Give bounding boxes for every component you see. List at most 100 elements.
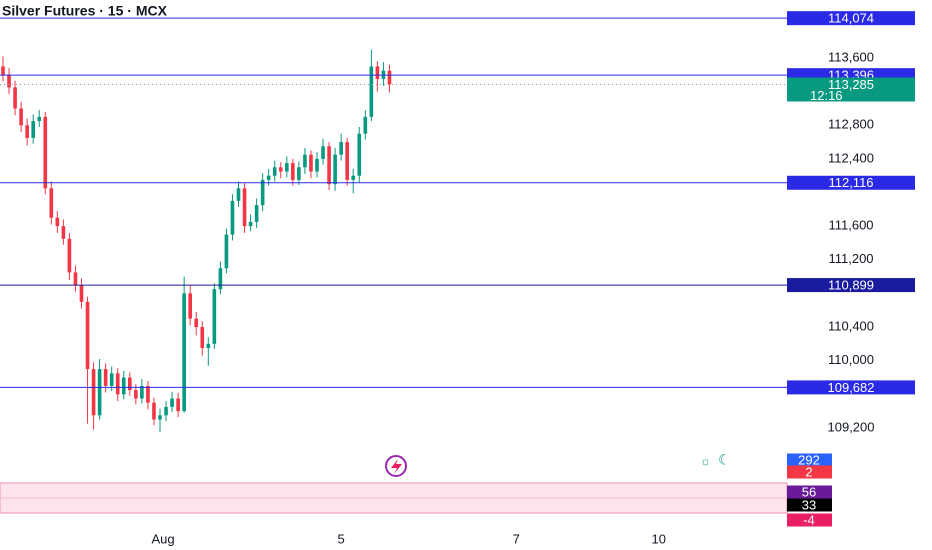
candle-body bbox=[218, 268, 223, 290]
candle-body bbox=[152, 402, 156, 420]
candle-body bbox=[339, 142, 343, 155]
pane-label: 2 bbox=[805, 464, 812, 479]
candle-body bbox=[170, 398, 174, 407]
candle-body bbox=[158, 415, 162, 420]
candle-body bbox=[315, 158, 319, 172]
x-tick-label: 5 bbox=[338, 531, 345, 546]
candle-body bbox=[13, 87, 17, 109]
candle-body bbox=[67, 238, 72, 273]
candle-body bbox=[140, 385, 144, 399]
candle-body bbox=[25, 125, 29, 138]
pane-label: 56 bbox=[802, 484, 816, 499]
logo-icon bbox=[385, 455, 407, 477]
candle-body bbox=[31, 121, 36, 138]
candle-body bbox=[357, 133, 362, 176]
candle-body bbox=[224, 234, 229, 269]
candle-body bbox=[387, 70, 392, 85]
level-label: 109,682 bbox=[828, 380, 875, 395]
y-tick-label: 111,600 bbox=[828, 218, 873, 233]
candle-body bbox=[85, 301, 90, 370]
candle-body bbox=[176, 398, 180, 412]
candle-body bbox=[134, 390, 138, 399]
y-tick-label: 109,200 bbox=[828, 419, 875, 434]
candle-body bbox=[236, 188, 241, 201]
candle-body bbox=[109, 373, 114, 386]
level-label: 110,899 bbox=[828, 278, 874, 293]
pane-label-box bbox=[787, 485, 832, 499]
pane-label: 33 bbox=[802, 497, 816, 512]
candle-body bbox=[37, 116, 42, 122]
pane-label-box bbox=[787, 465, 832, 479]
candle-body bbox=[188, 293, 193, 319]
candle-body bbox=[7, 74, 11, 88]
sun-icon: ☼ bbox=[700, 454, 711, 468]
candle-body bbox=[200, 327, 205, 349]
candle-body bbox=[194, 318, 199, 328]
candle-body bbox=[1, 66, 5, 75]
candle-body bbox=[164, 406, 168, 416]
candle-body bbox=[345, 142, 350, 180]
candle-body bbox=[242, 188, 247, 227]
candle-body bbox=[61, 226, 66, 239]
candle-body bbox=[230, 200, 235, 235]
x-tick-label: 10 bbox=[652, 531, 666, 546]
y-tick-label: 110,400 bbox=[828, 318, 874, 333]
level-label-box bbox=[787, 380, 915, 395]
candle-body bbox=[206, 343, 211, 349]
pane-label: -4 bbox=[803, 512, 815, 527]
candle-body bbox=[363, 116, 368, 134]
pane-label-box bbox=[787, 498, 832, 512]
moon-icon: ☾ bbox=[718, 452, 731, 468]
x-tick-label: 7 bbox=[513, 531, 520, 546]
y-tick-label: 112,400 bbox=[828, 150, 874, 165]
pane-label-box bbox=[787, 453, 832, 467]
candle-body bbox=[291, 163, 295, 180]
candle-body bbox=[278, 167, 283, 172]
candle-body bbox=[248, 221, 253, 227]
level-label-box bbox=[787, 175, 915, 190]
candle-body bbox=[43, 116, 48, 189]
pane-label-box bbox=[787, 513, 832, 527]
chart-title: Silver Futures · 15 · MCX bbox=[2, 3, 168, 19]
candle-body bbox=[333, 154, 337, 185]
candle-body bbox=[266, 175, 271, 180]
candle-body bbox=[369, 66, 374, 117]
candle-body bbox=[321, 146, 325, 159]
candle-body bbox=[254, 205, 259, 222]
candle-body bbox=[284, 163, 289, 172]
candle-body bbox=[115, 373, 120, 395]
candle-body bbox=[127, 377, 132, 391]
candle-body bbox=[103, 369, 108, 386]
x-tick-label: Aug bbox=[151, 531, 174, 546]
logo-bolt bbox=[391, 459, 402, 474]
candle-body bbox=[297, 167, 301, 180]
candle-body bbox=[327, 146, 331, 185]
candle-body bbox=[375, 66, 380, 80]
candle-body bbox=[146, 385, 150, 403]
candle-body bbox=[260, 179, 265, 206]
last-price-label: 113,285 bbox=[828, 77, 874, 92]
candle-body bbox=[182, 293, 186, 412]
y-tick-label: 110,000 bbox=[828, 352, 874, 367]
y-tick-label: 112,800 bbox=[828, 117, 874, 132]
candle-body bbox=[91, 369, 96, 416]
pane-label: 292 bbox=[798, 452, 820, 467]
candle-body bbox=[351, 175, 356, 180]
countdown-label: 12:16 bbox=[810, 88, 843, 103]
candle-body bbox=[79, 285, 84, 302]
candle-body bbox=[55, 217, 60, 227]
candle-body bbox=[49, 188, 54, 218]
y-tick-label: 113,600 bbox=[828, 49, 874, 64]
last-price-box bbox=[787, 77, 915, 102]
level-label: 114,074 bbox=[828, 11, 874, 26]
candle-body bbox=[212, 289, 217, 344]
level-label: 112,116 bbox=[828, 175, 873, 190]
level-label-box bbox=[787, 11, 915, 26]
candle-body bbox=[121, 377, 126, 395]
y-tick-label: 111,200 bbox=[828, 251, 873, 266]
candle-body bbox=[19, 108, 23, 126]
level-label-box bbox=[787, 278, 915, 293]
candle-body bbox=[272, 167, 277, 176]
candle-body bbox=[73, 272, 78, 285]
